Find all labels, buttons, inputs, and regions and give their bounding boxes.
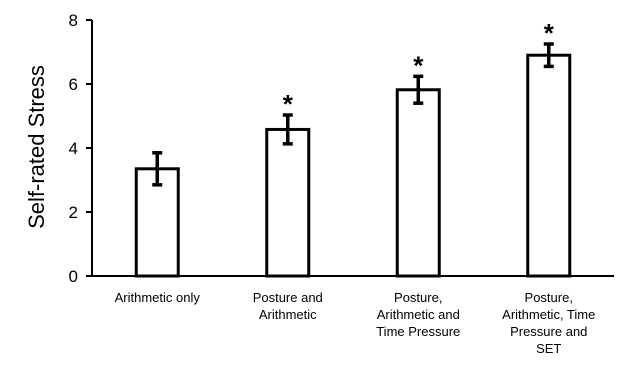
y-tick-label: 0	[69, 267, 78, 286]
x-tick-label-line: Time Pressure	[376, 324, 460, 339]
x-tick-label-line: Posture,	[394, 290, 442, 305]
x-tick-label: Posture, Arithmetic, Time Pressure and SET	[502, 290, 595, 356]
y-axis-label: Self-rated Stress	[24, 65, 49, 229]
x-tick-label-line: Arithmetic only	[115, 290, 201, 305]
x-tick-label-line: Pressure and	[510, 324, 587, 339]
x-tick-label-line: Arithmetic and	[377, 307, 460, 322]
x-tick-label: Posture and Arithmetic	[253, 290, 323, 322]
x-axis-labels: Arithmetic only Posture and ArithmeticPost…	[115, 290, 596, 356]
error-bar	[152, 151, 163, 187]
x-tick-label-line: Posture,	[525, 290, 573, 305]
bar	[526, 53, 572, 278]
x-tick-label-line: Posture and	[253, 290, 323, 305]
x-tick-label-line: Arithmetic	[259, 307, 317, 322]
y-tick-label: 4	[69, 139, 78, 158]
x-tick-label: Arithmetic only	[115, 290, 201, 305]
x-tick-label-line: SET	[536, 341, 561, 356]
significance-marker: *	[413, 50, 424, 80]
error-bar	[543, 42, 554, 69]
error-bar	[413, 74, 424, 105]
bar	[265, 127, 311, 278]
error-bar	[282, 113, 293, 146]
bars: * * *	[134, 18, 572, 278]
significance-marker: *	[283, 89, 294, 119]
y-tick-label: 6	[69, 75, 78, 94]
significance-marker: *	[544, 18, 555, 48]
y-tick-label: 2	[69, 203, 78, 222]
y-tick-label: 8	[69, 11, 78, 30]
bar	[395, 88, 441, 278]
x-tick-label-line: Arithmetic, Time	[502, 307, 595, 322]
x-tick-label: Posture, Arithmetic and Time Pressure	[376, 290, 460, 339]
